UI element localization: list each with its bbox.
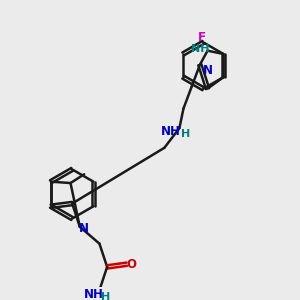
Text: NH: NH bbox=[190, 44, 209, 54]
Text: NH: NH bbox=[83, 288, 103, 300]
Text: O: O bbox=[127, 258, 137, 271]
Text: H: H bbox=[101, 292, 110, 300]
Text: F: F bbox=[198, 31, 206, 44]
Text: NH: NH bbox=[161, 125, 181, 138]
Text: N: N bbox=[202, 64, 212, 77]
Text: H: H bbox=[181, 129, 190, 139]
Text: N: N bbox=[79, 222, 89, 235]
